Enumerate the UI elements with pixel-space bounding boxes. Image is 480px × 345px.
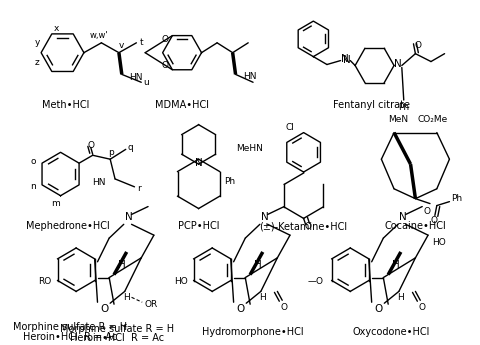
Text: v: v: [119, 41, 124, 50]
Text: Ph: Ph: [224, 177, 235, 186]
Text: O: O: [415, 41, 422, 50]
Text: OR: OR: [144, 300, 157, 309]
Text: Meth•HCl: Meth•HCl: [42, 100, 89, 110]
Text: Hydromorphone•HCl: Hydromorphone•HCl: [202, 327, 304, 337]
Text: t: t: [140, 38, 143, 47]
Text: O: O: [423, 207, 431, 216]
Text: Ph: Ph: [451, 194, 462, 203]
Text: Heroin•HCl  R = Ac: Heroin•HCl R = Ac: [70, 333, 164, 343]
Text: N: N: [341, 53, 348, 63]
Text: N: N: [261, 213, 269, 223]
Text: Fentanyl citrate: Fentanyl citrate: [333, 100, 410, 110]
Text: HN: HN: [243, 72, 257, 81]
Text: HN: HN: [130, 73, 143, 82]
Text: H: H: [397, 293, 404, 302]
Text: r: r: [137, 184, 141, 193]
Text: O: O: [100, 304, 108, 314]
Text: H: H: [118, 260, 126, 270]
Text: MeHN: MeHN: [236, 144, 263, 153]
Text: H: H: [392, 260, 400, 270]
Text: Ph: Ph: [398, 104, 409, 112]
Text: (±)-Ketamine•HCl: (±)-Ketamine•HCl: [260, 221, 348, 231]
Text: H: H: [123, 293, 130, 302]
Text: O: O: [161, 35, 168, 44]
Text: N: N: [343, 55, 350, 65]
Text: Morphine sulfate R = H: Morphine sulfate R = H: [13, 322, 127, 332]
Text: O: O: [419, 303, 426, 312]
Text: N: N: [399, 213, 407, 223]
Text: Heroin•HCl  R = Ac: Heroin•HCl R = Ac: [23, 332, 117, 342]
Text: Oxycodone•HCl: Oxycodone•HCl: [352, 327, 430, 337]
Text: w,w': w,w': [90, 31, 109, 40]
Text: u: u: [143, 78, 149, 87]
Text: N: N: [195, 158, 203, 168]
Text: O: O: [374, 304, 383, 314]
Text: m: m: [51, 199, 60, 208]
Text: p: p: [108, 148, 114, 157]
Text: q: q: [128, 143, 133, 152]
Text: —O: —O: [308, 277, 324, 286]
Text: H: H: [254, 260, 262, 270]
Text: RO: RO: [38, 277, 52, 286]
Text: Cl: Cl: [286, 123, 294, 132]
Text: MeN: MeN: [388, 115, 408, 124]
Text: x: x: [54, 23, 60, 32]
Text: N: N: [394, 59, 402, 69]
Text: O: O: [161, 61, 168, 70]
Text: O: O: [431, 216, 437, 225]
Text: y: y: [35, 38, 40, 47]
Text: PCP•HCl: PCP•HCl: [178, 221, 219, 231]
Text: n: n: [30, 182, 36, 191]
Text: HO: HO: [432, 238, 446, 247]
Text: MDMA•HCl: MDMA•HCl: [155, 100, 209, 110]
Text: O: O: [305, 222, 312, 231]
Text: z: z: [35, 58, 40, 67]
Text: o: o: [31, 157, 36, 166]
Text: O: O: [236, 304, 244, 314]
Text: Mephedrone•HCl: Mephedrone•HCl: [26, 221, 110, 231]
Text: HN: HN: [92, 178, 105, 187]
Text: Cocaine•HCl: Cocaine•HCl: [384, 221, 446, 231]
Text: N: N: [125, 213, 132, 223]
Text: O: O: [281, 303, 288, 312]
Text: CO₂Me: CO₂Me: [418, 115, 448, 124]
Text: O: O: [87, 141, 94, 150]
Text: Morphine sulfate R = H: Morphine sulfate R = H: [60, 324, 174, 334]
Text: HO: HO: [174, 277, 188, 286]
Text: H: H: [259, 293, 266, 302]
